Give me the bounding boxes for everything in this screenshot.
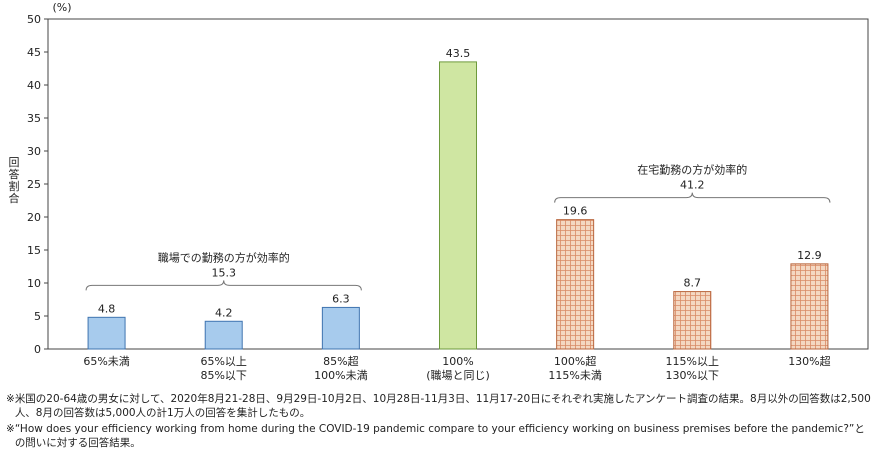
footnote-survey: ※ 米国の20-64歳の男女に対して、2020年8月21-28日、9月29日-1…: [6, 392, 872, 420]
bar: [439, 61, 477, 350]
group-total-label: 41.2: [680, 179, 705, 192]
footnote-mark: ※: [6, 393, 15, 405]
y-tick-label: 10: [27, 277, 41, 290]
bar: [321, 306, 360, 350]
x-tick-label: 65%以上 85%以下: [200, 355, 246, 382]
x-tick-label: 85%超 100%未満: [314, 354, 367, 382]
y-axis: 0 5 10 15 20 25 30 35 40 45 50: [27, 13, 48, 356]
group-bracket: [554, 192, 831, 203]
y-tick-label: 25: [27, 178, 41, 191]
bar: [87, 316, 126, 350]
data-label: 4.8: [98, 302, 116, 315]
y-axis-label: 回答割合: [9, 156, 20, 205]
group-total-label: 15.3: [211, 266, 236, 279]
footnote-text: “How does your efficiency working from h…: [14, 423, 865, 449]
data-label: 4.2: [215, 306, 233, 319]
footnote-mark: ※: [6, 423, 15, 435]
data-label: 12.9: [797, 249, 822, 262]
group-bracket: [85, 280, 362, 291]
footnote-question: ※ “How does your efficiency working from…: [6, 422, 872, 450]
bar: [556, 219, 595, 350]
group-label: 在宅勤務の方が効率的: [637, 163, 747, 177]
x-tick-label: 65%未満: [83, 355, 129, 368]
footnotes: ※ 米国の20-64歳の男女に対して、2020年8月21-28日、9月29日-1…: [6, 392, 872, 452]
y-tick-label: 30: [27, 145, 41, 158]
bar: [673, 291, 712, 350]
y-tick-label: 15: [27, 244, 41, 257]
y-tick-label: 50: [27, 13, 41, 26]
group-brackets: 15.3 職場での勤務の方が効率的 41.2 在宅勤務の方が効率的: [85, 163, 831, 291]
y-tick-label: 35: [27, 112, 41, 125]
y-tick-label: 20: [27, 211, 41, 224]
group-label: 職場での勤務の方が効率的: [158, 250, 290, 264]
x-tick-label: 130%超: [788, 354, 830, 368]
data-label: 19.6: [563, 205, 588, 218]
x-axis-labels: 65%未満 65%以上 85%以下 85%超 100%未満 100% (職場と同じ) 100%…: [83, 354, 830, 382]
x-tick-label: 115%以上 130%以下: [666, 355, 719, 382]
y-tick-label: 45: [27, 46, 41, 59]
bar: [204, 320, 243, 350]
x-tick-label: 100%超 115%未満: [548, 354, 601, 382]
footnote-text: 米国の20-64歳の男女に対して、2020年8月21-28日、9月29日-10月…: [14, 393, 871, 419]
data-label: 43.5: [446, 47, 471, 60]
data-label: 8.7: [684, 277, 702, 290]
unit-label: (%): [52, 1, 71, 14]
bar: [790, 263, 829, 350]
x-tick-label: 100% (職場と同じ): [426, 355, 490, 382]
bars: 4.8 4.2 6.3 43.5 19.6 8.7 12.9: [87, 47, 829, 350]
y-tick-label: 5: [34, 310, 41, 323]
y-tick-label: 0: [34, 343, 41, 356]
y-tick-label: 40: [27, 79, 41, 92]
data-label: 6.3: [332, 292, 350, 305]
